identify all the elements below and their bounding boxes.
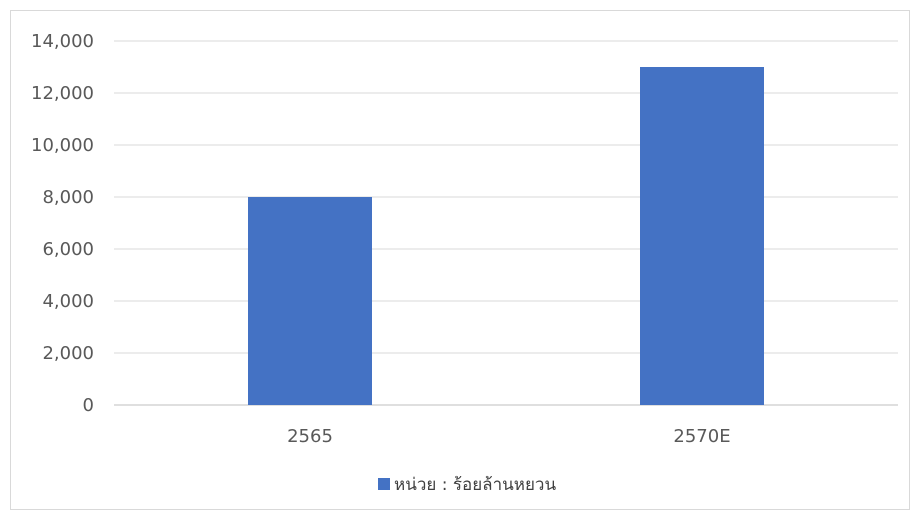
y-tick-label: 12,000 — [31, 83, 94, 104]
y-tick-label: 6,000 — [42, 239, 94, 260]
y-tick-label: 8,000 — [42, 187, 94, 208]
x-tick-label: 2570E — [673, 426, 730, 447]
y-tick-label: 14,000 — [31, 31, 94, 52]
y-tick-label: 0 — [83, 395, 94, 416]
legend-swatch — [378, 478, 390, 490]
legend-label: หน่วย : ร้อยล้านหยวน — [394, 475, 556, 495]
bar-2570E — [640, 67, 764, 405]
y-tick-label: 10,000 — [31, 135, 94, 156]
y-tick-label: 4,000 — [42, 291, 94, 312]
bar-2565 — [248, 197, 372, 405]
x-tick-label: 2565 — [287, 426, 333, 447]
y-tick-label: 2,000 — [42, 343, 94, 364]
